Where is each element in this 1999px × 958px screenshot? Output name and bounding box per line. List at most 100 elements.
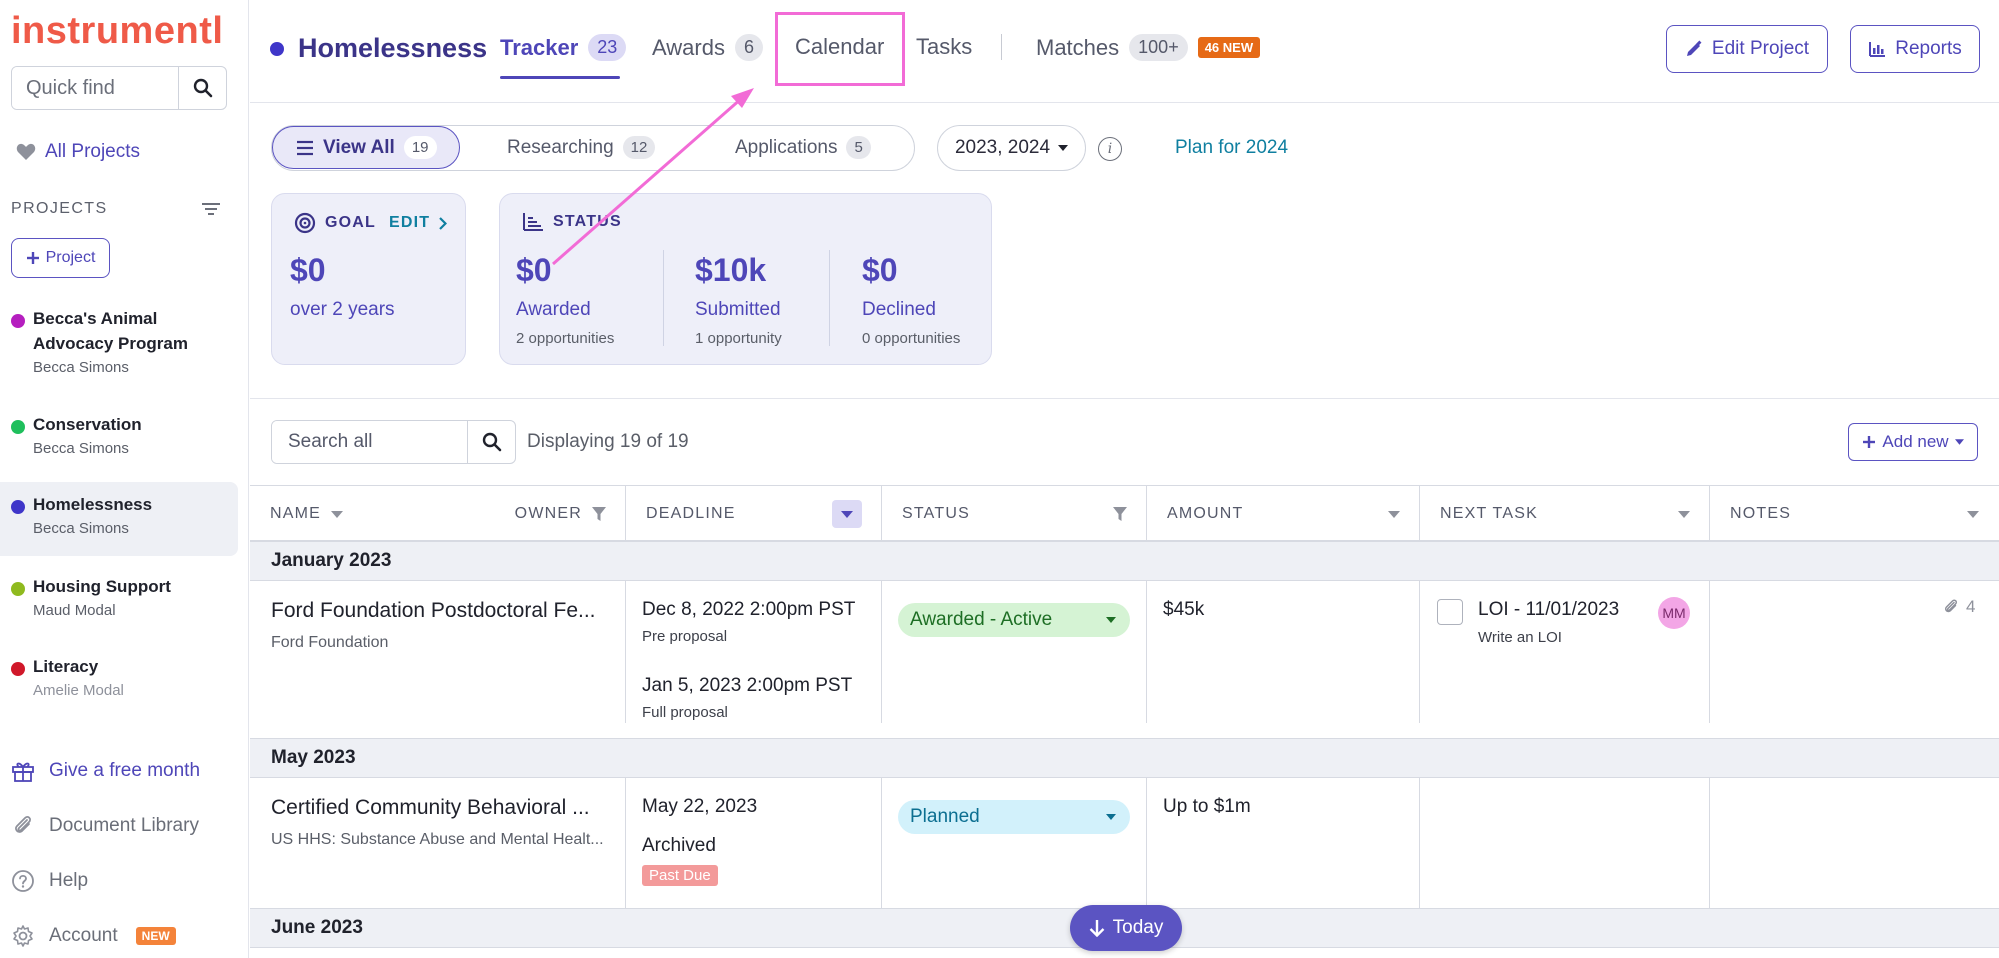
displaying-count: Displaying 19 of 19 xyxy=(527,431,689,452)
arrow-down-icon xyxy=(1089,920,1104,937)
matches-new-badge: 46 NEW xyxy=(1197,37,1261,58)
account-link[interactable]: Account NEW xyxy=(11,924,176,948)
tab-awards[interactable]: Awards 6 xyxy=(652,34,763,61)
column-label: STATUS xyxy=(902,505,970,522)
project-name: Literacy xyxy=(33,657,99,676)
segment-view-all[interactable]: View All 19 xyxy=(296,126,437,169)
column-amount[interactable]: AMOUNT xyxy=(1147,486,1420,542)
column-owner[interactable]: OWNER xyxy=(515,505,606,523)
status-stat-declined[interactable]: $0 Declined 0 opportunities xyxy=(862,252,960,347)
year-select-value: 2023, 2024 xyxy=(954,137,1051,158)
goal-edit-link[interactable]: EDIT xyxy=(389,214,431,231)
table-row[interactable]: Ford Foundation Postdoctoral Fe... Ford … xyxy=(250,581,1999,723)
status-dropdown[interactable]: Planned xyxy=(898,800,1130,834)
sidebar-project-literacy[interactable]: Literacy Amelie Modal xyxy=(0,654,238,699)
column-name[interactable]: NAME xyxy=(270,505,344,523)
attachments-indicator[interactable]: 4 xyxy=(1942,597,1975,617)
past-due-badge: Past Due xyxy=(642,865,718,886)
column-divider xyxy=(881,485,882,541)
sidebar-project-housing-support[interactable]: Housing Support Maud Modal xyxy=(0,574,238,619)
stat-value: $10k xyxy=(695,252,767,288)
info-icon[interactable]: i xyxy=(1098,137,1122,161)
sidebar-project-homelessness[interactable]: Homelessness Becca Simons xyxy=(0,482,238,556)
opportunity-name[interactable]: Certified Community Behavioral ... xyxy=(271,796,590,819)
all-projects-link[interactable]: All Projects xyxy=(16,141,140,163)
plan-for-2024-link[interactable]: Plan for 2024 xyxy=(1175,137,1289,158)
task-checkbox[interactable] xyxy=(1437,599,1463,625)
filter-lines-icon[interactable] xyxy=(201,201,221,217)
status-chart-icon xyxy=(523,213,543,231)
all-projects-label: All Projects xyxy=(45,141,141,162)
page-title-text: Homelessness xyxy=(298,33,488,63)
stat-sub: 2 opportunities xyxy=(516,330,615,347)
tab-calendar[interactable]: Calendar xyxy=(795,34,884,60)
list-icon xyxy=(297,140,313,155)
today-label: Today xyxy=(1112,917,1164,938)
project-color-dot xyxy=(11,500,25,514)
question-circle-icon xyxy=(12,870,34,892)
segment-label: Researching xyxy=(507,136,614,158)
column-next-task[interactable]: NEXT TASK xyxy=(1420,486,1710,542)
goal-label: over 2 years xyxy=(290,299,395,320)
column-notes[interactable]: NOTES xyxy=(1710,486,1999,542)
tab-tracker[interactable]: Tracker 23 xyxy=(500,34,627,61)
help-link[interactable]: Help xyxy=(11,869,88,893)
status-stat-submitted[interactable]: $10k Submitted 1 opportunity xyxy=(695,252,782,347)
column-status[interactable]: STATUS xyxy=(882,486,1147,542)
reports-button[interactable]: Reports xyxy=(1850,25,1980,73)
caret-down-icon xyxy=(1967,510,1979,518)
instrumentl-logo[interactable]: instrumentl xyxy=(11,10,224,52)
today-button[interactable]: Today xyxy=(1070,905,1182,951)
column-divider xyxy=(1146,778,1147,908)
projects-heading-label: PROJECTS xyxy=(11,200,108,217)
column-label: DEADLINE xyxy=(646,505,736,522)
status-stat-awarded[interactable]: $0 Awarded 2 opportunities xyxy=(516,252,614,347)
account-label: Account xyxy=(49,925,118,946)
column-label: NOTES xyxy=(1730,505,1792,522)
caret-down-icon xyxy=(1106,617,1116,623)
sidebar-project-conservation[interactable]: Conservation Becca Simons xyxy=(0,412,238,457)
document-library-link[interactable]: Document Library xyxy=(11,814,199,838)
quick-find-button[interactable] xyxy=(178,67,226,109)
tab-matches[interactable]: Matches 100+ 46 NEW xyxy=(1036,34,1261,61)
task-title[interactable]: LOI - 11/01/2023 xyxy=(1478,599,1620,620)
add-new-button[interactable]: Add new xyxy=(1848,423,1978,461)
reports-label: Reports xyxy=(1895,38,1962,59)
tab-count: 6 xyxy=(734,34,763,61)
project-color-dot xyxy=(11,582,25,596)
project-color-dot xyxy=(270,41,284,56)
avatar: MM xyxy=(1658,597,1690,629)
tab-tasks[interactable]: Tasks xyxy=(916,34,972,60)
give-free-month-link[interactable]: Give a free month xyxy=(11,759,200,783)
table-search-button[interactable] xyxy=(467,421,515,463)
help-label: Help xyxy=(49,870,89,891)
caret-down-icon xyxy=(331,510,344,518)
add-project-button[interactable]: Project xyxy=(11,238,110,278)
quick-find-input[interactable] xyxy=(12,67,178,109)
status-cell: Planned xyxy=(898,800,1130,834)
target-icon xyxy=(294,212,316,234)
project-owner: Amelie Modal xyxy=(33,682,124,699)
tab-label: Tracker xyxy=(500,34,579,60)
column-divider xyxy=(1419,485,1420,541)
table-row[interactable]: Certified Community Behavioral ... US HH… xyxy=(250,778,1999,908)
caret-down-icon xyxy=(1058,145,1069,151)
edit-project-button[interactable]: Edit Project xyxy=(1666,25,1828,73)
opportunity-name[interactable]: Ford Foundation Postdoctoral Fe... xyxy=(271,599,596,622)
task-description: Write an LOI xyxy=(1478,629,1562,646)
column-deadline[interactable]: DEADLINE xyxy=(626,486,882,542)
sort-active-indicator[interactable] xyxy=(832,500,862,528)
project-name: Homelessness xyxy=(33,495,153,514)
tab-label: Matches xyxy=(1036,34,1120,60)
segment-researching[interactable]: Researching 12 xyxy=(507,126,656,169)
column-divider xyxy=(1709,485,1710,541)
sidebar-project-becca[interactable]: Becca's Animal Advocacy Program Becca Si… xyxy=(0,306,238,376)
year-select[interactable]: 2023, 2024 xyxy=(937,125,1086,171)
add-new-label: Add new xyxy=(1882,432,1949,451)
segment-applications[interactable]: Applications 5 xyxy=(735,126,871,169)
section-divider xyxy=(250,398,1999,399)
column-divider xyxy=(625,485,626,541)
tab-count: 100+ xyxy=(1129,34,1188,61)
status-dropdown[interactable]: Awarded - Active xyxy=(898,603,1130,637)
table-search-input[interactable] xyxy=(272,421,467,463)
